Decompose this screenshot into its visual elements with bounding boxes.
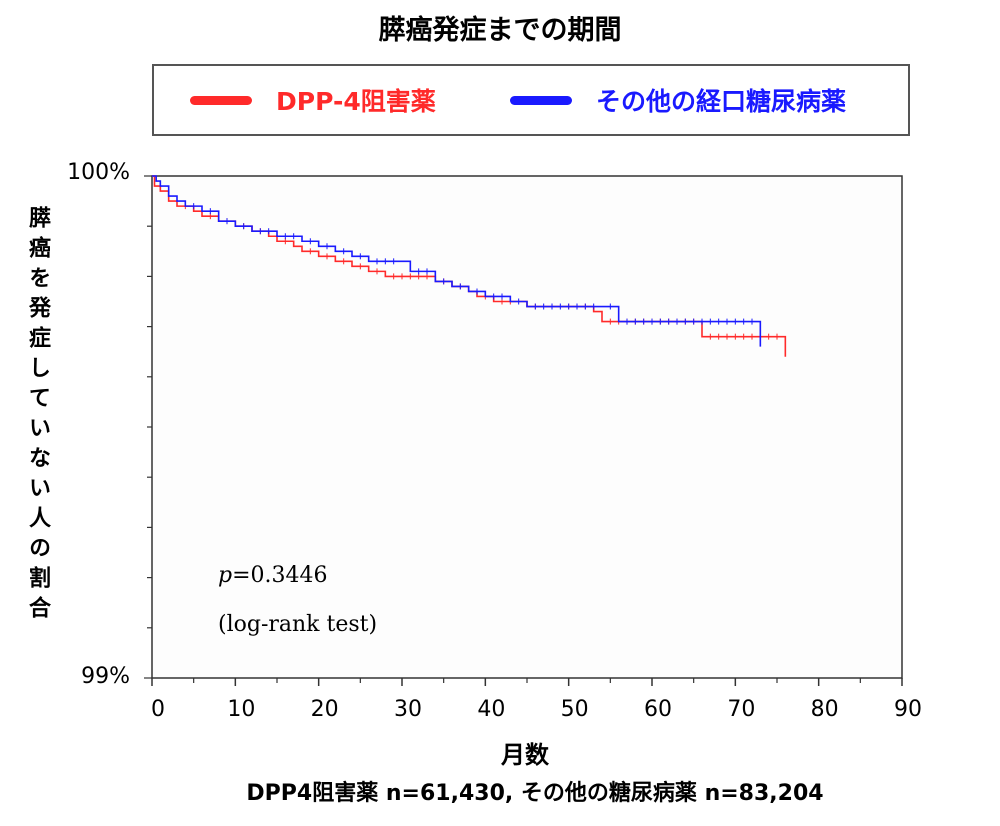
legend-item-dpp4: DPP-4阻害薬: [190, 66, 436, 134]
legend-label-other: その他の経口糖尿病薬: [596, 87, 847, 116]
y-axis-label: 膵癌を発症していない人の割合: [25, 206, 50, 626]
legend-swatch-dpp4: [190, 95, 252, 105]
x-tick-label: 90: [894, 697, 922, 722]
x-tick-label: 70: [727, 697, 755, 722]
x-tick-label: 10: [227, 697, 255, 722]
y-tick-label-99: 99%: [81, 664, 130, 689]
x-axis-label: 月数: [501, 741, 549, 769]
plot-frame: [151, 175, 903, 679]
x-tick-label: 50: [561, 697, 589, 722]
y-tick-label-100: 100%: [67, 160, 130, 185]
x-tick-label: 30: [394, 697, 422, 722]
x-tick-label: 0: [151, 697, 165, 722]
x-tick-label: 20: [311, 697, 339, 722]
test-name-annotation: (log-rank test): [218, 612, 378, 637]
x-tick-label: 80: [811, 697, 839, 722]
legend-label-dpp4: DPP-4阻害薬: [276, 87, 436, 116]
plot-area: 0 10 20 30 40 50 60 70 80 90: [144, 175, 922, 722]
x-tick-label: 60: [644, 697, 672, 722]
legend-swatch-other: [510, 95, 572, 105]
legend-item-other: その他の経口糖尿病薬: [510, 66, 846, 134]
sample-size-footnote: DPP4阻害薬 n=61,430, その他の糖尿病薬 n=83,204: [246, 781, 824, 806]
x-tick-label: 40: [477, 697, 505, 722]
chart-title: 膵癌発症までの期間: [378, 15, 622, 46]
p-value-annotation: p=0.3446: [218, 563, 328, 588]
legend: DPP-4阻害薬 その他の経口糖尿病薬: [152, 64, 910, 136]
